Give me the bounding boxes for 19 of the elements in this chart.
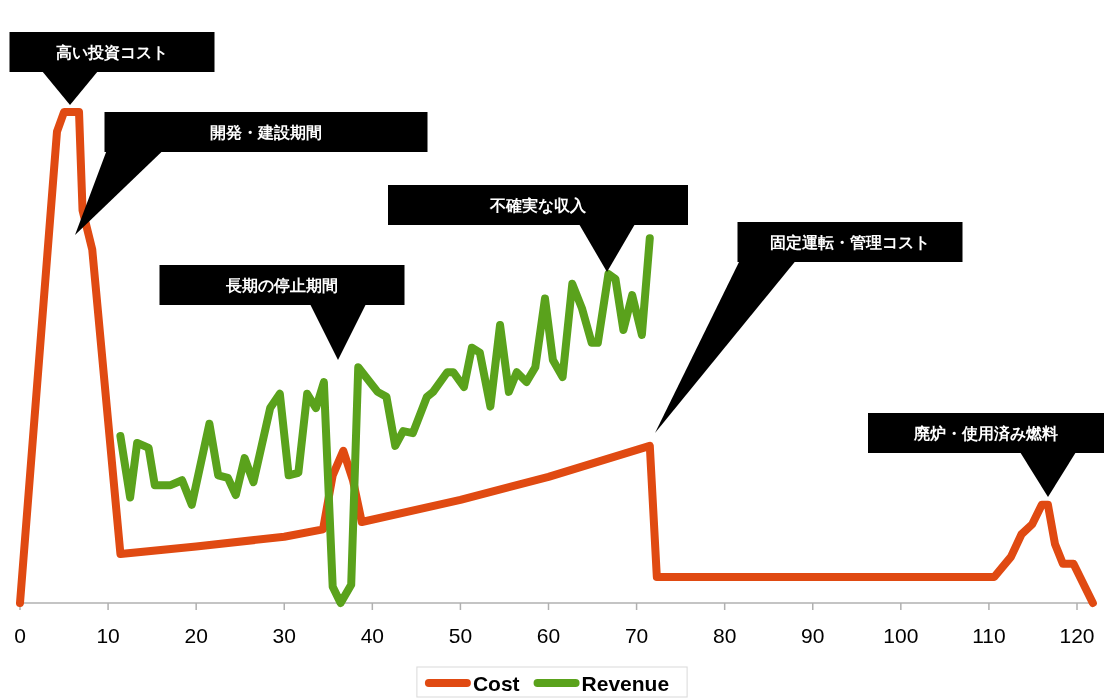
x-tick-label: 100 xyxy=(883,624,919,647)
annotation: 開発・建設期間 xyxy=(210,124,322,141)
annotation: 不確実な収入 xyxy=(489,196,587,215)
annotation: 長期の停止期間 xyxy=(225,277,338,294)
annotation: 固定運転・管理コスト xyxy=(770,234,930,251)
legend-label: Cost xyxy=(472,672,520,695)
x-tick-label: 20 xyxy=(184,624,208,647)
x-tick-label: 90 xyxy=(801,624,825,647)
x-tick-label: 50 xyxy=(448,624,473,647)
x-tick-label: 110 xyxy=(972,624,1006,647)
x-tick-label: 80 xyxy=(712,624,737,647)
x-tick-label: 40 xyxy=(360,624,385,647)
x-tick-label: 30 xyxy=(272,624,296,647)
x-tick-label: 60 xyxy=(536,624,561,647)
x-tick-label: 10 xyxy=(96,624,120,647)
x-tick-label: 120 xyxy=(1059,624,1095,647)
legend-label: Revenue xyxy=(581,672,670,695)
x-tick-label: 0 xyxy=(14,624,26,647)
x-tick-label: 70 xyxy=(624,624,649,647)
